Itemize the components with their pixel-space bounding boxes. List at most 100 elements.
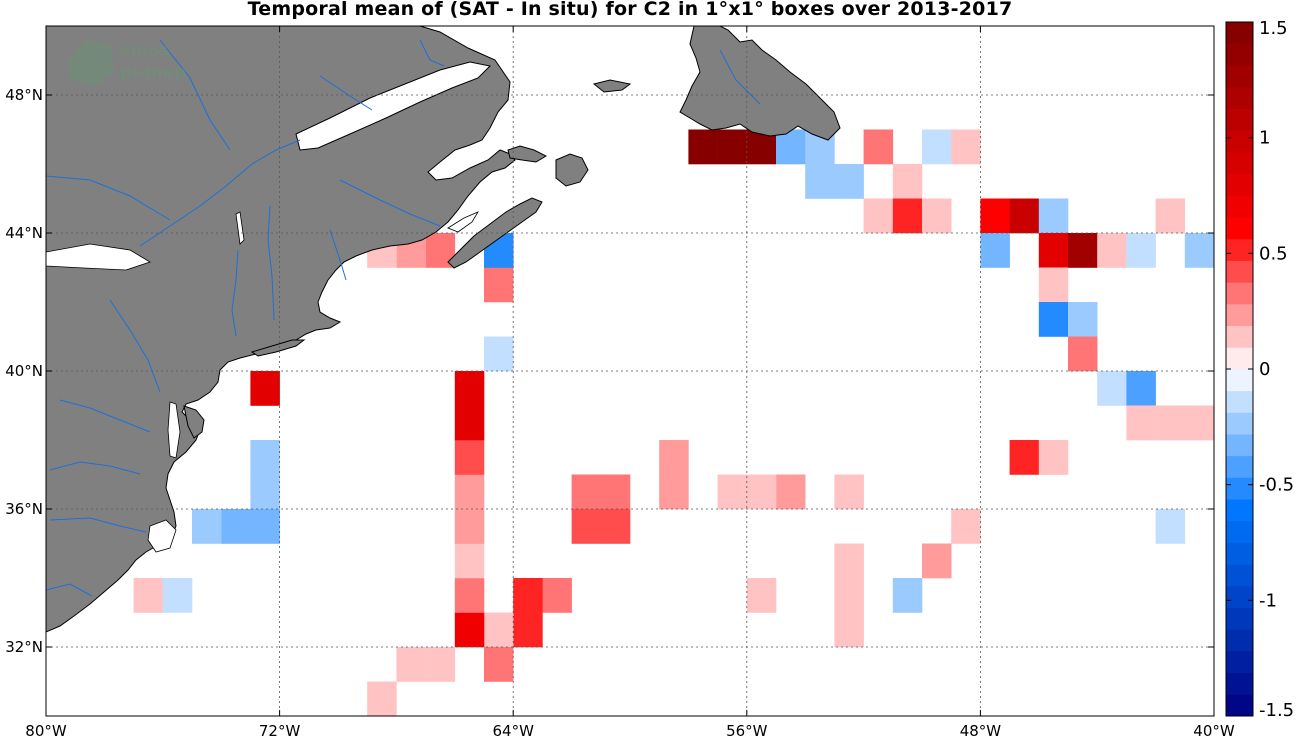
colorbar-level [1226, 108, 1253, 131]
nova-scotia-land [447, 197, 543, 269]
saint-john-river [339, 179, 441, 227]
data-cell [484, 612, 514, 648]
data-cell [717, 474, 748, 510]
data-cell [922, 198, 952, 234]
data-cell [863, 129, 894, 165]
data-cell [1068, 302, 1098, 337]
colorbar: 1.5 1 0.5 0 -0.5 -1 -1.5 [1225, 18, 1294, 721]
quebec-river-a [159, 39, 231, 151]
newfoundland-land [679, 26, 841, 141]
data-cell [1038, 440, 1069, 475]
colorbar-level [1226, 607, 1253, 630]
colorbar-level [1226, 542, 1253, 565]
data-cell [454, 509, 485, 544]
data-cell [980, 233, 1010, 268]
y-tick-label: 36°N [5, 500, 43, 518]
data-cell [367, 681, 397, 716]
data-cell [454, 578, 485, 613]
data-cell [922, 543, 952, 579]
colorbar-level [1226, 455, 1253, 478]
data-cell [717, 129, 748, 165]
pamlico-sound [147, 519, 177, 553]
colorbar-level [1226, 520, 1253, 543]
colorbar-level [1226, 390, 1253, 413]
x-tick-label: 64°W [492, 722, 534, 738]
colorbar-level [1226, 672, 1253, 695]
colorbar-level [1226, 325, 1253, 348]
colorbar-level [1226, 369, 1253, 392]
data-cell [542, 578, 572, 613]
map-title: Temporal mean of (SAT - In situ) for C2 … [247, 0, 1013, 20]
data-cell [1038, 233, 1069, 268]
x-tick-label: 56°W [726, 722, 768, 738]
data-cell [892, 198, 923, 234]
colorbar-level [1226, 694, 1253, 717]
susquehanna-river [109, 299, 161, 393]
colorbar-level [1226, 22, 1253, 45]
anticosti-land [592, 79, 632, 93]
colorbar-level [1226, 152, 1253, 175]
data-cell [454, 612, 485, 648]
water-bodies [46, 61, 492, 553]
data-cell [922, 129, 952, 165]
data-cell [250, 474, 280, 510]
data-cell [776, 129, 806, 165]
connecticut-river [267, 205, 275, 321]
data-cell [805, 164, 835, 199]
data-cell [484, 267, 514, 303]
colorbar-label: 1 [1259, 128, 1270, 149]
colorbar-level [1226, 347, 1253, 370]
long-island-land [250, 339, 306, 357]
grid-lines [46, 26, 1214, 716]
colorbar-label: -1.5 [1259, 700, 1294, 721]
data-cell [600, 509, 631, 544]
smos-pimep-logo: smos pi-mep [68, 40, 186, 86]
colorbar-level [1226, 238, 1253, 261]
newfoundland-river [719, 49, 761, 105]
x-axis: 80°W 72°W 64°W 56°W 48°W 40°W [25, 26, 1235, 738]
data-cell [659, 440, 689, 475]
data-cell [1155, 198, 1186, 234]
data-cell [951, 509, 981, 544]
data-cell [454, 405, 485, 441]
data-cell [1155, 405, 1186, 441]
y-axis: 32°N 36°N 40°N 44°N 48°N [5, 86, 1214, 656]
saguenay-river [319, 75, 373, 111]
data-cell [1097, 233, 1127, 268]
north-america-land [46, 26, 516, 633]
data-cell [250, 371, 280, 406]
data-cell [980, 198, 1010, 234]
land-layer [46, 26, 841, 633]
data-cell [1184, 233, 1214, 268]
colorbar-level [1226, 130, 1253, 153]
data-cell [221, 509, 251, 544]
cape-breton-land [555, 153, 589, 187]
data-cell [571, 474, 602, 510]
delmarva-land [183, 405, 205, 439]
y-tick-label: 44°N [5, 224, 43, 242]
data-cell [454, 371, 485, 406]
data-cell [1097, 371, 1127, 406]
colorbar-label: 0 [1259, 359, 1270, 380]
logo-line1: smos [120, 41, 170, 61]
roanoke-river [49, 517, 147, 533]
pei-land [507, 145, 548, 163]
data-cell [892, 164, 923, 199]
data-cell [454, 543, 485, 579]
data-cell [454, 440, 485, 475]
data-cell [1155, 509, 1186, 544]
colorbar-label: -1 [1259, 590, 1277, 611]
colorbar-level [1226, 412, 1253, 435]
data-cell [1126, 405, 1156, 441]
data-cell [396, 647, 426, 682]
data-cell [571, 509, 602, 544]
data-cell [1126, 233, 1156, 268]
data-cell [834, 612, 864, 648]
data-cell [600, 474, 631, 510]
lake-ontario-edge [46, 243, 151, 271]
y-tick-label: 48°N [5, 86, 43, 104]
data-cell [425, 647, 456, 682]
colorbar-level [1226, 173, 1253, 196]
data-cell [688, 129, 718, 165]
colorbar-level [1226, 434, 1253, 457]
